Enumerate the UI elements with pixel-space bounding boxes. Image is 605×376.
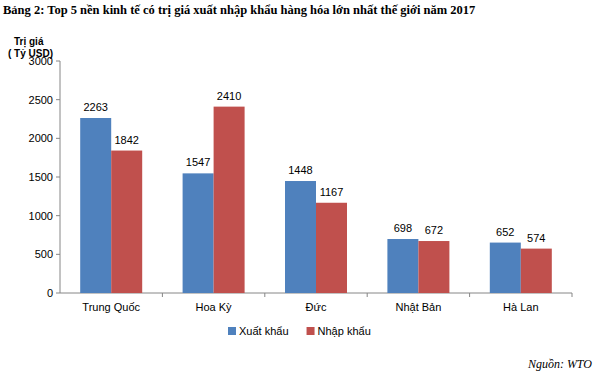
chart: Bảng 2: Top 5 nền kinh tế có trị giá xuấ… xyxy=(0,0,605,376)
legend-label: Xuất khẩu xyxy=(239,325,289,337)
bar xyxy=(285,181,316,293)
y-tick-label: 1000 xyxy=(29,210,53,222)
data-label: 1547 xyxy=(186,156,210,168)
bar xyxy=(183,173,214,293)
data-label: 2410 xyxy=(217,90,241,102)
bar xyxy=(80,118,111,293)
x-tick xyxy=(162,293,163,297)
y-tick xyxy=(56,61,60,62)
y-tick-label: 500 xyxy=(35,248,53,260)
y-tick-label: 1500 xyxy=(29,171,53,183)
title: Bảng 2: Top 5 nền kinh tế có trị giá xuấ… xyxy=(3,3,475,17)
y-tick-label: 0 xyxy=(47,287,53,299)
y-tick xyxy=(56,215,60,216)
y-tick xyxy=(56,177,60,178)
legend-swatch xyxy=(307,327,315,335)
x-tick xyxy=(572,293,573,297)
legend-label: Nhập khẩu xyxy=(318,325,371,337)
bar xyxy=(111,151,142,293)
bar xyxy=(418,241,449,293)
y-tick-label: 3000 xyxy=(29,55,53,67)
x-tick xyxy=(469,293,470,297)
data-label: 1842 xyxy=(114,134,138,146)
x-tick-label: Đức xyxy=(306,301,327,313)
x-tick xyxy=(264,293,265,297)
bar xyxy=(521,249,552,293)
x-tick-label: Trung Quốc xyxy=(82,301,140,313)
data-label: 2263 xyxy=(83,101,107,113)
bar xyxy=(490,243,521,293)
data-label: 574 xyxy=(527,232,545,244)
legend-swatch xyxy=(228,327,236,335)
y-tick xyxy=(56,254,60,255)
data-label: 652 xyxy=(496,226,514,238)
x-tick-label: Hà Lan xyxy=(503,301,538,313)
bars xyxy=(80,107,552,293)
source: Nguồn: WTO xyxy=(527,357,592,371)
data-label: 1167 xyxy=(320,186,344,198)
y-tick-label: 2500 xyxy=(29,94,53,106)
y-tick xyxy=(56,293,60,294)
y-tick-label: 2000 xyxy=(29,132,53,144)
data-label: 698 xyxy=(394,222,412,234)
x-tick-label: Nhật Bản xyxy=(395,301,441,313)
data-label: 672 xyxy=(425,224,443,236)
data-label: 1448 xyxy=(288,164,312,176)
y-tick xyxy=(56,138,60,139)
bar xyxy=(316,203,347,293)
y-tick xyxy=(56,99,60,100)
bar xyxy=(387,239,418,293)
bar xyxy=(214,107,245,293)
x-tick xyxy=(367,293,368,297)
x-tick-label: Hoa Kỳ xyxy=(196,301,233,313)
